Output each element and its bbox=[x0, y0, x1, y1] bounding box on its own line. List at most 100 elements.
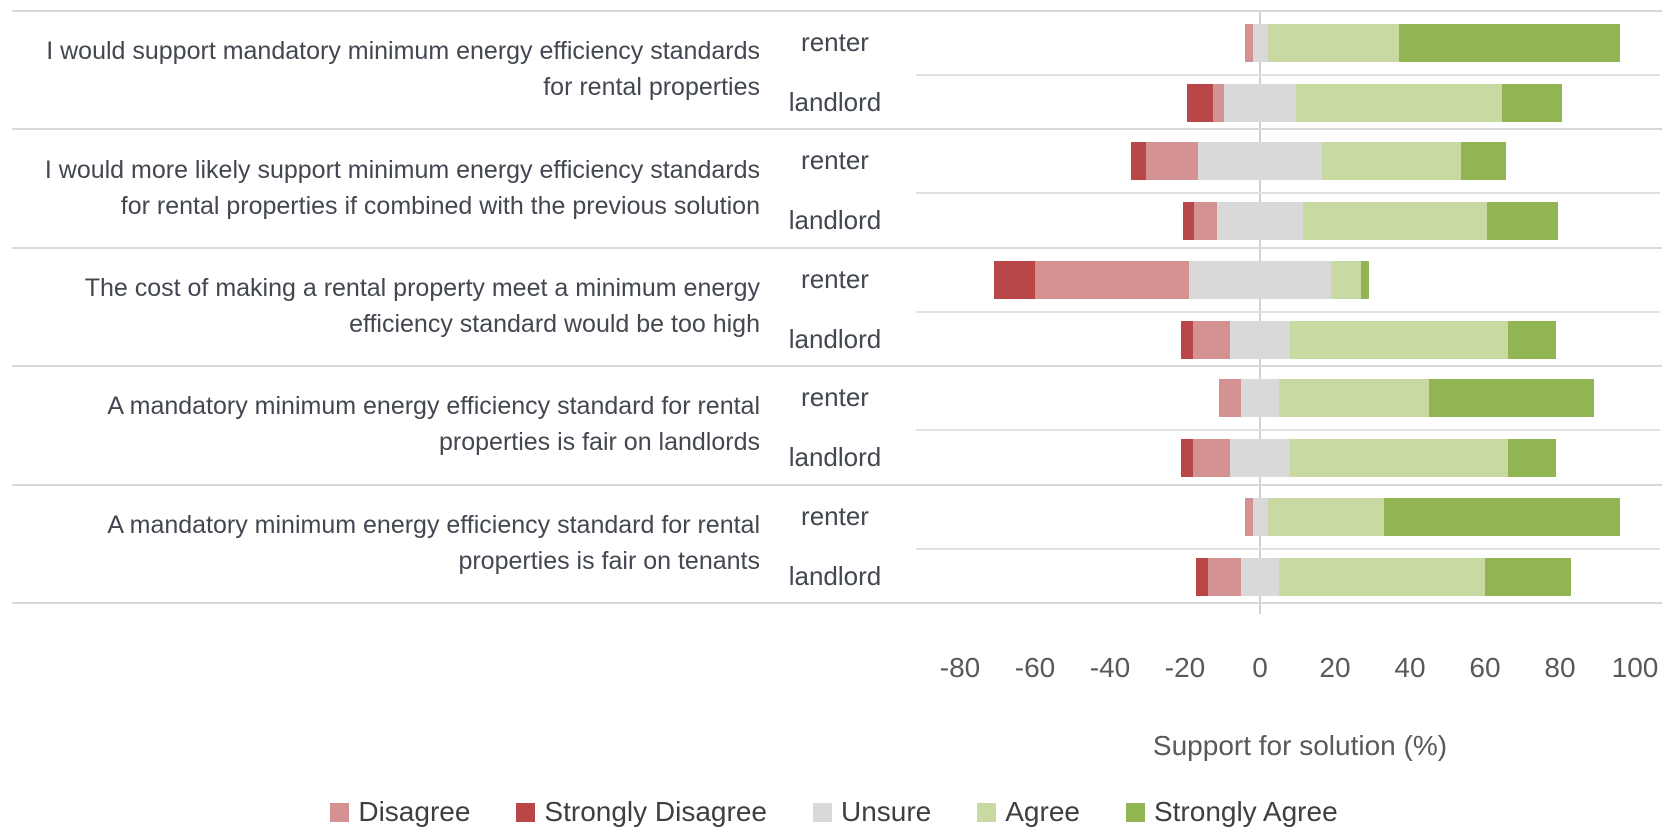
bar-segment-strongly-agree bbox=[1428, 379, 1594, 418]
row-separator-line bbox=[916, 429, 1660, 432]
question-label: I would more likely support minimum ener… bbox=[44, 155, 760, 220]
row-separator-line bbox=[916, 547, 1660, 550]
bar-segment-strongly-disagree bbox=[1130, 142, 1146, 181]
row-separator-line bbox=[916, 192, 1660, 195]
question-label: A mandatory minimum energy efficiency st… bbox=[107, 510, 760, 575]
bar-segment-disagree bbox=[1192, 320, 1230, 359]
chart-legend: Disagree Strongly Disagree Unsure Agree Stro… bbox=[0, 796, 1668, 828]
bar-segment-disagree bbox=[1145, 142, 1199, 181]
legend-swatch-strongly_disagree bbox=[516, 802, 536, 822]
bar-segment-disagree bbox=[1245, 24, 1253, 62]
respondent-label-landlord: landlord bbox=[788, 560, 882, 591]
bar-segment-strongly-agree bbox=[1398, 24, 1620, 62]
bar-segment-strongly-disagree bbox=[1196, 557, 1208, 596]
bar-segment-strongly-disagree bbox=[1181, 439, 1193, 478]
respondent-label-renter: renter bbox=[801, 27, 869, 57]
row-separator-line bbox=[916, 310, 1660, 313]
respondent-label-renter: renter bbox=[801, 145, 869, 176]
bar-segment-disagree bbox=[1207, 557, 1242, 596]
x-tick-label: -60 bbox=[1014, 652, 1056, 683]
bar-segment-strongly-disagree bbox=[1183, 202, 1195, 241]
bar-segment-strongly-agree bbox=[1361, 260, 1369, 299]
bar-segment-strongly-agree bbox=[1486, 202, 1559, 241]
question-label: A mandatory minimum energy efficiency st… bbox=[107, 392, 760, 457]
group-separator-line bbox=[12, 128, 1662, 131]
bar-segment-agree bbox=[1303, 202, 1487, 241]
x-tick-label: -20 bbox=[1164, 652, 1206, 683]
bar-segment-unsure bbox=[1230, 320, 1290, 359]
respondent-label-landlord: landlord bbox=[788, 323, 882, 354]
x-tick-label: 40 bbox=[1394, 652, 1426, 683]
x-tick-label: -40 bbox=[1089, 652, 1131, 683]
bar-segment-strongly-agree bbox=[1507, 320, 1557, 359]
bar-segment-unsure bbox=[1241, 379, 1279, 418]
bar-segment-agree bbox=[1290, 320, 1508, 359]
x-tick-label: 80 bbox=[1544, 652, 1576, 683]
legend-swatch-unsure bbox=[812, 802, 832, 822]
bar-segment-disagree bbox=[1194, 202, 1217, 241]
group-separator-line bbox=[12, 10, 1662, 12]
legend-item-unsure: Unsure bbox=[812, 796, 932, 828]
legend-item-strongly_agree: Strongly Agree bbox=[1125, 796, 1338, 828]
bar-segment-disagree bbox=[1035, 260, 1189, 299]
bar-segment-strongly-disagree bbox=[1181, 320, 1193, 359]
group-separator-line bbox=[12, 246, 1662, 249]
bar-segment-agree bbox=[1295, 84, 1502, 122]
bar-segment-agree bbox=[1290, 439, 1508, 478]
bar-segment-strongly-disagree bbox=[1186, 84, 1214, 122]
x-axis-title: Support for solution (%) bbox=[1152, 730, 1448, 761]
respondent-label-landlord: landlord bbox=[788, 87, 882, 117]
bar-segment-unsure bbox=[1198, 142, 1322, 181]
bar-segment-disagree bbox=[1245, 497, 1253, 536]
bar-segment-agree bbox=[1321, 142, 1461, 181]
bar-segment-strongly-disagree bbox=[993, 260, 1035, 299]
bar-segment-agree bbox=[1267, 497, 1384, 536]
bar-segment-disagree bbox=[1213, 84, 1225, 122]
bar-segment-strongly-agree bbox=[1383, 497, 1620, 536]
bar-segment-unsure bbox=[1230, 439, 1290, 478]
bar-segment-disagree bbox=[1192, 439, 1230, 478]
bar-segment-unsure bbox=[1241, 557, 1279, 596]
respondent-label-renter: renter bbox=[801, 382, 869, 413]
respondent-label-landlord: landlord bbox=[788, 205, 882, 236]
bar-segment-strongly-agree bbox=[1460, 142, 1506, 181]
bar-segment-agree bbox=[1278, 379, 1429, 418]
legend-swatch-strongly_agree bbox=[1125, 802, 1145, 822]
x-axis-line bbox=[12, 602, 1662, 604]
bar-segment-unsure bbox=[1188, 260, 1332, 299]
legend-swatch-disagree bbox=[330, 802, 350, 822]
bar-segment-unsure bbox=[1224, 84, 1296, 122]
legend-label: Strongly Agree bbox=[1153, 796, 1338, 827]
x-tick-label: 100 bbox=[1611, 652, 1659, 683]
legend-item-agree: Agree bbox=[977, 796, 1080, 828]
row-separator-line bbox=[916, 74, 1660, 76]
legend-item-disagree: Disagree bbox=[330, 796, 470, 828]
x-tick-label: 20 bbox=[1319, 652, 1351, 683]
respondent-label-renter: renter bbox=[801, 263, 869, 294]
legend-label: Disagree bbox=[358, 796, 471, 827]
x-tick-label: 60 bbox=[1469, 652, 1501, 683]
legend-label: Unsure bbox=[840, 796, 932, 827]
legend-item-strongly_disagree: Strongly Disagree bbox=[516, 796, 767, 828]
legend-label: Agree bbox=[1005, 796, 1080, 827]
bar-segment-agree bbox=[1278, 557, 1485, 596]
bar-segment-agree bbox=[1331, 260, 1362, 299]
bar-segment-agree bbox=[1267, 24, 1399, 62]
question-label: The cost of making a rental property mee… bbox=[84, 273, 760, 338]
bar-segment-strongly-agree bbox=[1507, 439, 1557, 478]
bar-segment-disagree bbox=[1218, 379, 1242, 418]
bar-segment-unsure bbox=[1252, 497, 1268, 536]
question-label: I would support mandatory minimum energy… bbox=[46, 37, 760, 102]
respondent-label-renter: renter bbox=[801, 500, 869, 531]
bar-segment-unsure bbox=[1216, 202, 1304, 241]
bar-segment-unsure bbox=[1252, 24, 1268, 62]
plot-area bbox=[908, 10, 1660, 614]
bar-segment-strongly-agree bbox=[1501, 84, 1562, 122]
x-tick-label: 0 bbox=[1252, 652, 1268, 683]
x-tick-label: -80 bbox=[939, 652, 981, 683]
bar-segment-strongly-agree bbox=[1485, 557, 1572, 596]
group-separator-line bbox=[12, 365, 1662, 368]
respondent-label-landlord: landlord bbox=[788, 442, 882, 473]
legend-swatch-agree bbox=[977, 802, 997, 822]
